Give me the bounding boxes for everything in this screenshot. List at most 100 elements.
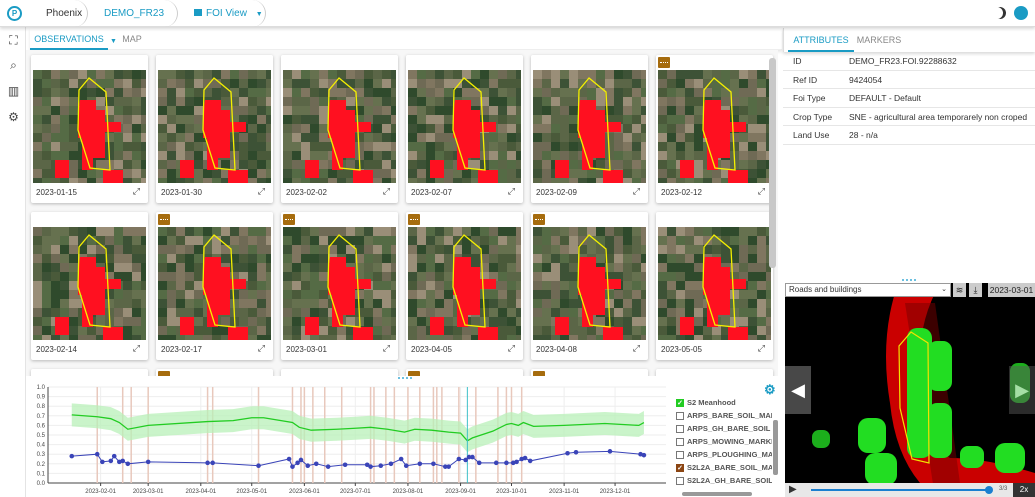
marker-badge-icon[interactable] xyxy=(533,371,545,376)
grid-scrollbar[interactable] xyxy=(769,58,776,268)
tab-map[interactable]: MAP xyxy=(122,34,142,44)
observation-card[interactable] xyxy=(406,369,523,376)
legend-scrollbar[interactable] xyxy=(773,420,778,475)
observation-card[interactable]: 2023-02-17 ⤢ xyxy=(156,212,273,360)
observation-thumbnail[interactable] xyxy=(283,70,396,183)
observation-card[interactable] xyxy=(156,369,273,376)
observation-card[interactable] xyxy=(531,369,648,376)
expand-icon[interactable]: ⤢ xyxy=(132,186,140,196)
observation-thumbnail[interactable] xyxy=(158,70,271,183)
observation-thumbnail[interactable] xyxy=(158,227,271,340)
playback-slider-handle[interactable] xyxy=(985,486,993,494)
legend-checkbox[interactable] xyxy=(676,412,684,421)
observation-card[interactable]: 2023-04-08 ⤢ xyxy=(531,212,648,360)
observation-card[interactable]: 2023-02-07 ⤢ xyxy=(406,55,523,203)
expand-icon[interactable]: ⤢ xyxy=(132,343,140,353)
legend-checkbox[interactable] xyxy=(676,425,684,434)
layers-button[interactable]: ≋ xyxy=(953,283,966,297)
expand-icon[interactable]: ⤢ xyxy=(382,343,390,353)
legend-label: ARPS_PLOUGHING_MARKER xyxy=(687,450,772,459)
data-point xyxy=(504,460,509,466)
observation-card[interactable]: 2023-02-02 ⤢ xyxy=(281,55,398,203)
legend-item[interactable]: ARPS_BARE_SOIL_MARKER xyxy=(676,411,772,422)
previous-button[interactable]: ◀ xyxy=(785,366,811,414)
tab-observations[interactable]: OBSERVATIONS xyxy=(30,28,108,50)
playback-slider[interactable] xyxy=(811,489,989,491)
gear-icon[interactable]: ⚙ xyxy=(8,110,19,124)
observation-thumbnail[interactable] xyxy=(408,70,521,183)
observation-thumbnail[interactable] xyxy=(283,227,396,340)
x-tick-label: 2023-05-01 xyxy=(236,489,267,495)
observation-card[interactable]: 2023-01-15 ⤢ xyxy=(31,55,148,203)
expand-icon[interactable]: ⤢ xyxy=(632,343,640,353)
observation-card[interactable]: 2023-03-01 ⤢ xyxy=(281,212,398,360)
legend-checkbox[interactable] xyxy=(676,451,684,460)
marker-badge-icon[interactable] xyxy=(408,214,420,225)
view-dropdown[interactable]: FOI View ▼ xyxy=(178,0,266,27)
legend-checkbox[interactable]: ✓ xyxy=(676,464,684,473)
observation-card[interactable]: 2023-04-05 ⤢ xyxy=(406,212,523,360)
map-icon[interactable]: ▥ xyxy=(7,84,20,98)
viewer-resize-handle[interactable] xyxy=(902,279,916,281)
legend-checkbox[interactable] xyxy=(676,477,684,486)
legend-checkbox[interactable]: ✓ xyxy=(676,399,684,408)
data-point xyxy=(641,452,647,458)
campaign-dropdown[interactable]: DEMO_FR23 ▼ xyxy=(88,0,178,45)
observation-card[interactable] xyxy=(656,369,773,376)
layer-select[interactable]: Roads and buildings ⌄ xyxy=(785,283,951,297)
observation-card[interactable]: 2023-02-14 ⤢ xyxy=(31,212,148,360)
marker-badge-icon[interactable] xyxy=(158,371,170,376)
speed-button[interactable]: 2x xyxy=(1013,483,1035,497)
legend-hscrollbar[interactable] xyxy=(682,492,752,496)
legend-checkbox[interactable] xyxy=(676,438,684,447)
legend-item[interactable]: ✓S2L2A_BARE_SOIL_MARKER xyxy=(676,463,772,474)
marker-badge-icon[interactable] xyxy=(408,371,420,376)
legend-item[interactable]: ARPS_MOWING_MARKER xyxy=(676,437,772,448)
observation-thumbnail[interactable] xyxy=(33,227,146,340)
legend-item[interactable]: S2L2A_GH_BARE_SOIL xyxy=(676,476,772,487)
observation-card[interactable] xyxy=(281,369,398,376)
marker-badge-icon[interactable] xyxy=(158,214,170,225)
expand-icon[interactable]: ⤢ xyxy=(757,343,765,353)
download-button[interactable]: ⤓ xyxy=(969,283,982,297)
search-icon[interactable]: ⌕ xyxy=(10,58,17,72)
observation-card[interactable]: 2023-01-30 ⤢ xyxy=(156,55,273,203)
viewer-date: 2023-03-01 xyxy=(988,283,1035,297)
marker-badge-icon[interactable] xyxy=(533,214,545,225)
legend-item[interactable]: ARPS_GH_BARE_SOIL xyxy=(676,424,772,435)
observation-card[interactable]: 2023-02-12 ⤢ xyxy=(656,55,773,203)
expand-icon[interactable]: ⤢ xyxy=(507,186,515,196)
expand-icon[interactable]: ⤢ xyxy=(632,186,640,196)
data-point xyxy=(120,458,126,464)
user-avatar-icon[interactable] xyxy=(1014,6,1028,20)
observation-thumbnail[interactable] xyxy=(658,227,771,340)
legend-item[interactable]: ARPS_PLOUGHING_MARKER xyxy=(676,450,772,461)
x-tick-label: 2023-03-01 xyxy=(133,489,164,495)
focus-icon[interactable]: ⛶ xyxy=(9,33,18,47)
expand-icon[interactable]: ⤢ xyxy=(257,343,265,353)
tab-markers[interactable]: MARKERS xyxy=(856,35,902,45)
expand-icon[interactable]: ⤢ xyxy=(507,343,515,353)
data-point xyxy=(442,464,448,469)
observation-card[interactable] xyxy=(31,369,148,376)
marker-badge-icon[interactable] xyxy=(658,57,670,68)
expand-icon[interactable]: ⤢ xyxy=(757,186,765,196)
play-icon[interactable]: ▶ xyxy=(789,484,797,495)
tab-attributes[interactable]: ATTRIBUTES xyxy=(788,28,854,52)
marker-badge-icon[interactable] xyxy=(283,214,295,225)
observation-thumbnail[interactable] xyxy=(33,70,146,183)
observation-thumbnail[interactable] xyxy=(533,227,646,340)
observation-card[interactable]: 2023-05-05 ⤢ xyxy=(656,212,773,360)
observation-thumbnail[interactable] xyxy=(658,70,771,183)
observation-card[interactable]: 2023-02-09 ⤢ xyxy=(531,55,648,203)
expand-icon[interactable]: ⤢ xyxy=(382,186,390,196)
observation-thumbnail[interactable] xyxy=(408,227,521,340)
chart-resize-handle[interactable] xyxy=(398,377,412,379)
breadcrumb-app[interactable]: Phoenix xyxy=(0,0,88,27)
chart-settings-icon[interactable]: ⚙ xyxy=(764,382,776,397)
legend-item[interactable]: ✓ S2 Meanhood xyxy=(676,398,772,409)
expand-icon[interactable]: ⤢ xyxy=(257,186,265,196)
dark-mode-icon[interactable] xyxy=(994,7,1006,19)
next-button[interactable]: ▶ xyxy=(1009,366,1035,414)
observation-thumbnail[interactable] xyxy=(533,70,646,183)
